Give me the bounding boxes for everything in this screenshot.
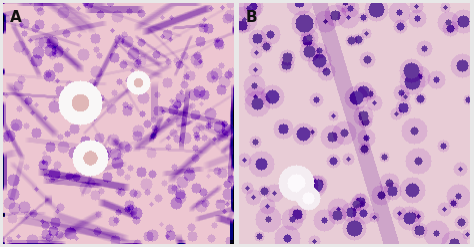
Text: B: B xyxy=(246,10,257,25)
Text: A: A xyxy=(10,10,22,25)
